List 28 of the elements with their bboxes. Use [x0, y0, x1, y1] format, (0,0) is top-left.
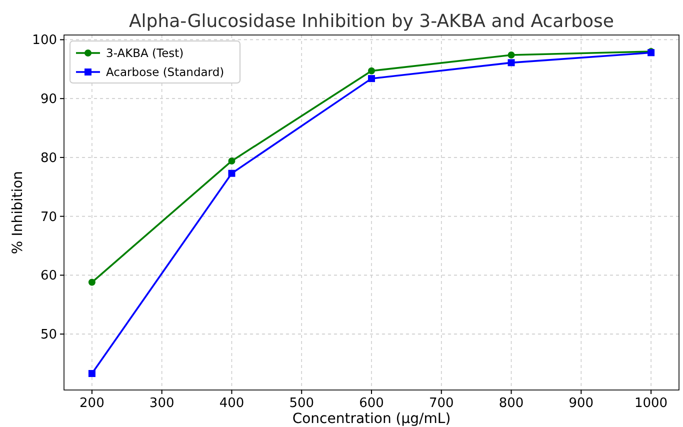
- point: [228, 157, 236, 164]
- x-tick-label: 1000: [634, 396, 668, 411]
- point: [508, 52, 515, 59]
- x-tick-label: 700: [428, 396, 454, 411]
- legend-label: Acarbose (Standard): [106, 65, 224, 79]
- y-tick-label: 70: [40, 210, 57, 225]
- x-tick-label: 300: [149, 396, 174, 411]
- point: [88, 370, 96, 378]
- y-tick-label: 100: [32, 33, 57, 48]
- x-tick-label: 400: [219, 396, 244, 411]
- y-axis-title: % Inhibition: [10, 170, 26, 254]
- chart-title: Alpha-Glucosidase Inhibition by 3-AKBA and Acarbose: [128, 11, 614, 32]
- point: [368, 75, 375, 82]
- point: [228, 170, 236, 177]
- point: [508, 59, 515, 66]
- x-tick-label: 500: [289, 396, 314, 411]
- point: [368, 67, 375, 74]
- y-tick-label: 90: [40, 92, 57, 108]
- x-axis-title: Concentration (µg/mL): [292, 411, 451, 427]
- x-tick-label: 800: [498, 396, 524, 411]
- y-tick-label: 80: [40, 150, 57, 166]
- x-tick-label: 200: [80, 396, 104, 411]
- y-tick-label: 60: [40, 268, 57, 284]
- x-tick-label: 600: [359, 396, 384, 411]
- legend-label: 3-AKBA (Test): [106, 46, 184, 60]
- point: [88, 278, 96, 286]
- x-tick-label: 900: [568, 396, 594, 411]
- y-tick-label: 50: [40, 328, 57, 343]
